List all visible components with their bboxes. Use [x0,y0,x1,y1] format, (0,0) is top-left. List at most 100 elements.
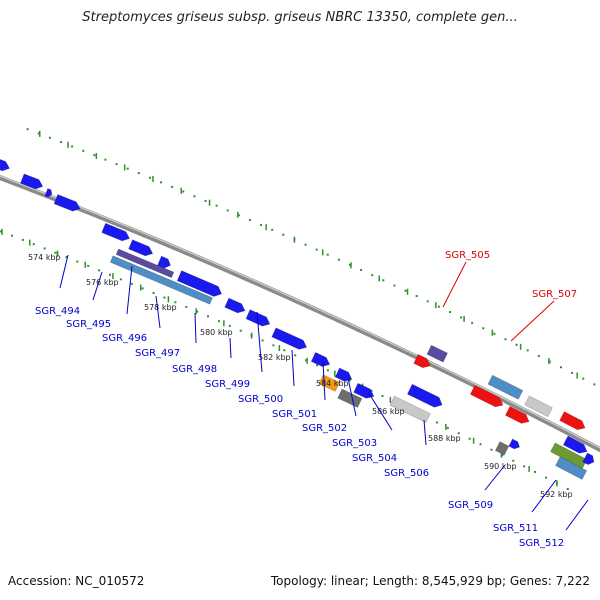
gene-shape[interactable] [562,435,589,456]
gene-label[interactable]: SGR_500 [238,394,283,405]
scale-dot-upper [226,209,229,212]
gene-shape[interactable] [128,239,155,258]
gene-feature[interactable] [562,435,589,456]
gene-feature[interactable] [469,385,505,409]
gene-feature[interactable] [353,382,376,401]
gene-feature[interactable] [310,352,332,369]
gene-label[interactable]: SGR_495 [66,319,111,330]
scale-dot-upper [282,233,285,236]
gene-feature[interactable] [582,452,597,467]
gene-feature[interactable] [109,255,213,305]
gene-shape[interactable] [469,385,505,409]
gene-shape[interactable] [582,452,597,467]
gene-label-leader [256,311,263,373]
scale-dot-lower [523,465,526,468]
scale-dot-lower [119,278,122,281]
scale-dot-lower [141,287,144,290]
gene-label[interactable]: SGR_496 [102,333,147,344]
gene-feature[interactable] [115,248,175,279]
gene-feature[interactable] [508,438,522,451]
scale-dot-upper [93,154,96,157]
gene-feature[interactable] [494,441,510,456]
gene-feature[interactable] [245,309,272,329]
gene-shape[interactable] [115,248,175,279]
gene-feature[interactable] [176,270,224,299]
gene-shape[interactable] [413,353,433,370]
gene-shape[interactable] [494,441,510,456]
kbp-tick-label: 574 kbp [28,253,61,262]
gene-label[interactable]: SGR_502 [302,423,347,434]
gene-label[interactable]: SGR_494 [35,306,80,317]
gene-label[interactable]: SGR_506 [384,468,429,479]
gene-label[interactable]: SGR_511 [493,523,538,534]
gene-feature[interactable] [413,353,433,370]
gene-label[interactable]: SGR_507 [532,289,577,300]
gene-feature[interactable] [128,239,155,258]
gene-label-leader [229,337,232,359]
gene-label-leader [194,312,197,344]
gene-shape[interactable] [559,411,588,433]
gene-shape[interactable] [555,456,588,480]
scale-dot-upper [337,258,340,261]
gene-shape[interactable] [310,352,332,369]
gene-label[interactable]: SGR_498 [172,364,217,375]
gene-shape[interactable] [224,297,247,315]
gene-label[interactable]: SGR_509 [448,500,493,511]
scale-dot-upper [526,349,529,352]
gene-shape[interactable] [353,382,376,401]
gene-shape[interactable] [337,388,363,408]
gene-shape[interactable] [101,222,132,243]
kbp-tick-label: 586 kbp [372,407,405,416]
gene-feature[interactable] [487,374,524,400]
gene-label[interactable]: SGR_505 [445,250,490,261]
gene-label-leader [126,265,133,315]
scale-dot-lower [108,273,111,276]
gene-label[interactable]: SGR_499 [205,379,250,390]
gene-shape[interactable] [426,344,448,363]
gene-shape[interactable] [245,309,272,329]
gene-label[interactable]: SGR_497 [135,348,180,359]
scale-dot-lower [174,301,177,304]
gene-feature[interactable] [20,173,44,191]
gene-shape[interactable] [176,270,224,299]
gene-label[interactable]: SGR_503 [332,438,377,449]
gene-feature[interactable] [389,395,431,424]
gene-label-leader [531,479,557,513]
gene-feature[interactable] [406,383,444,410]
gene-feature[interactable] [101,222,132,243]
gene-feature[interactable] [505,405,531,426]
gene-shape[interactable] [157,255,173,270]
gene-label[interactable]: SGR_501 [272,409,317,420]
scale-dot-upper [593,383,596,386]
gene-feature[interactable] [337,388,363,408]
gene-shape[interactable] [0,155,11,173]
gene-shape[interactable] [271,327,309,352]
gene-feature[interactable] [426,344,448,363]
gene-feature[interactable] [44,188,54,198]
gene-label[interactable]: SGR_512 [519,538,564,549]
gene-shape[interactable] [487,374,524,400]
scale-dot-upper [182,190,185,193]
gene-shape[interactable] [524,395,553,418]
gene-shape[interactable] [406,383,444,410]
gene-feature[interactable] [271,327,309,352]
scale-dot-upper [493,332,496,335]
gene-feature[interactable] [524,395,553,418]
gene-feature[interactable] [0,155,11,173]
gene-feature[interactable] [224,297,247,315]
gene-shape[interactable] [20,173,44,191]
gene-shape[interactable] [44,188,54,198]
kbp-tick-label: 582 kbp [258,353,291,362]
gene-feature[interactable] [53,194,82,214]
gene-feature[interactable] [157,255,173,270]
gene-label[interactable]: SGR_504 [352,453,397,464]
scale-dot-upper [148,176,151,179]
gene-shape[interactable] [505,405,531,426]
gene-feature[interactable] [559,411,588,433]
gene-shape[interactable] [53,194,82,214]
gene-feature[interactable] [555,456,588,480]
gene-shape[interactable] [109,255,213,305]
gene-shape[interactable] [508,438,522,451]
gene-shape[interactable] [389,395,431,424]
